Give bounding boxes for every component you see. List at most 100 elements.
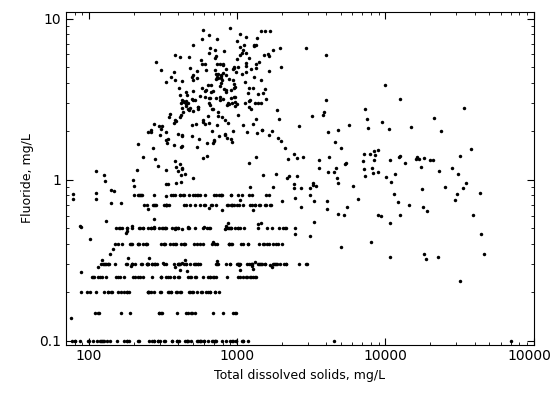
Point [277,64,285,70]
Point [174,225,183,231]
Point [147,289,156,295]
Point [170,77,179,83]
Point [217,192,226,198]
Point [87,274,96,280]
Point [102,274,111,280]
Point [192,144,201,150]
Point [68,338,76,344]
Point [138,225,147,231]
Point [169,192,178,198]
Point [196,289,205,295]
Point [199,27,208,33]
Point [188,74,197,80]
Point [404,202,413,209]
Point [230,202,239,208]
Point [199,202,208,208]
Point [309,182,318,188]
Point [158,260,167,267]
Point [238,338,247,344]
Point [321,97,330,103]
Point [198,84,207,91]
Point [252,42,261,48]
Point [211,76,220,82]
Point [113,274,122,280]
Point [230,103,239,110]
Point [146,127,155,133]
Point [182,101,190,107]
Point [258,172,267,178]
Point [138,192,147,198]
Point [203,152,212,159]
Point [251,274,260,280]
Point [98,261,107,267]
Point [185,54,194,61]
Point [215,133,224,139]
Point [122,230,131,236]
Point [123,338,131,344]
Point [100,261,108,267]
Point [248,266,257,272]
Point [224,241,233,247]
Point [214,289,223,295]
Point [257,127,266,133]
Point [233,261,242,267]
Point [337,244,345,251]
Point [221,132,229,139]
Point [420,251,428,257]
Point [200,338,208,344]
Point [254,225,262,231]
Point [176,161,185,167]
Point [390,170,399,177]
Point [195,93,204,99]
Point [215,83,224,89]
Point [70,338,79,344]
Point [385,254,394,260]
Point [177,105,186,111]
Point [192,192,201,198]
Point [176,53,185,60]
Point [171,227,180,233]
Point [164,181,173,187]
Point [400,160,409,166]
Point [166,289,175,295]
Point [155,225,164,231]
Point [198,61,207,67]
Point [319,109,328,115]
Point [305,232,314,239]
Point [279,225,288,231]
Point [222,338,230,344]
Point [103,261,112,267]
Point [150,224,159,230]
Point [359,158,368,164]
Point [86,289,95,295]
Point [221,226,229,232]
Point [229,85,238,91]
Point [123,228,131,234]
Point [195,135,204,142]
Point [175,261,184,267]
Point [272,107,281,113]
Point [227,225,236,231]
Point [290,225,299,231]
Point [197,36,206,42]
Point [199,117,208,123]
Point [456,278,465,284]
Point [214,109,223,115]
Point [182,202,190,208]
Point [89,338,97,344]
Point [159,225,168,231]
Point [295,122,304,129]
Point [248,192,256,198]
Point [142,241,151,247]
Point [334,126,343,133]
Point [289,181,298,187]
Point [246,261,255,267]
Point [237,70,246,77]
Point [162,167,170,173]
Point [244,97,253,104]
Point [235,261,244,267]
Point [128,177,137,183]
Point [226,192,235,198]
Point [263,51,272,57]
Point [237,192,246,198]
